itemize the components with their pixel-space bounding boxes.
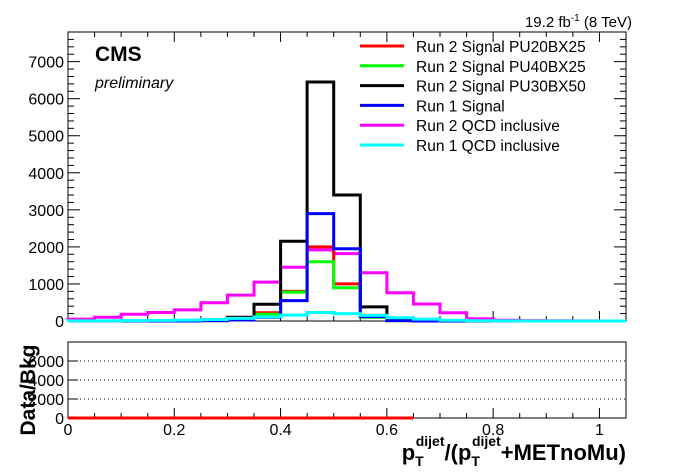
x-tick-label: 0.8 xyxy=(482,422,504,439)
main-histogram-panel: 0 1000 2000 3000 4000 5000 6000 7000 Run 2 Signa… xyxy=(28,31,627,331)
x-tick-label: 0.4 xyxy=(269,422,291,439)
legend-entry: Run 2 Signal PU40BX25 xyxy=(416,59,586,76)
x-tick-label: 0.2 xyxy=(163,422,185,439)
x-tick-label: 0 xyxy=(64,422,73,439)
series-run-2-qcd-inclusive xyxy=(66,248,626,323)
series-run-1-qcd-inclusive xyxy=(66,311,626,323)
legend-entry: Run 2 Signal PU30BX50 xyxy=(416,79,586,96)
ratio-y-tick-label: 0 xyxy=(55,411,64,428)
luminosity-label: 19.2 fb-1 (8 TeV) xyxy=(525,13,632,31)
y-tick-label: 0 xyxy=(55,314,64,331)
y-tick-label: 7000 xyxy=(28,55,64,72)
legend-entry: Run 2 QCD inclusive xyxy=(416,118,560,135)
y-tick-label: 4000 xyxy=(28,166,64,183)
y-tick-label: 1000 xyxy=(28,277,64,294)
ratio-y-axis-title: Data/Bkg xyxy=(17,344,40,435)
legend-entry: Run 2 Signal PU20BX25 xyxy=(416,39,586,56)
main-plot-frame xyxy=(67,31,627,322)
ratio-y-tick-label: 2000 xyxy=(28,392,64,409)
x-axis-title: pTdijet/(pTdijet+METnoMu) xyxy=(402,433,626,469)
ratio-y-tick-label: 6000 xyxy=(28,354,64,371)
series-run-2-signal-pu20bx25 xyxy=(68,245,626,323)
legend-entry: Run 1 Signal xyxy=(416,98,505,115)
legend-entry: Run 1 QCD inclusive xyxy=(416,138,560,155)
ratio-plot-frame xyxy=(67,341,627,419)
preliminary-label: preliminary xyxy=(94,75,174,92)
x-tick-label: 0.6 xyxy=(376,422,398,439)
y-tick-label: 3000 xyxy=(28,203,64,220)
y-tick-label: 6000 xyxy=(28,92,64,109)
y-tick-label: 5000 xyxy=(28,129,64,146)
series-run-1-signal xyxy=(68,212,626,323)
ratio-y-tick-label: 4000 xyxy=(28,373,64,390)
y-tick-label: 2000 xyxy=(28,240,64,257)
cms-label: CMS xyxy=(95,43,142,66)
x-tick-label: 1 xyxy=(595,422,604,439)
